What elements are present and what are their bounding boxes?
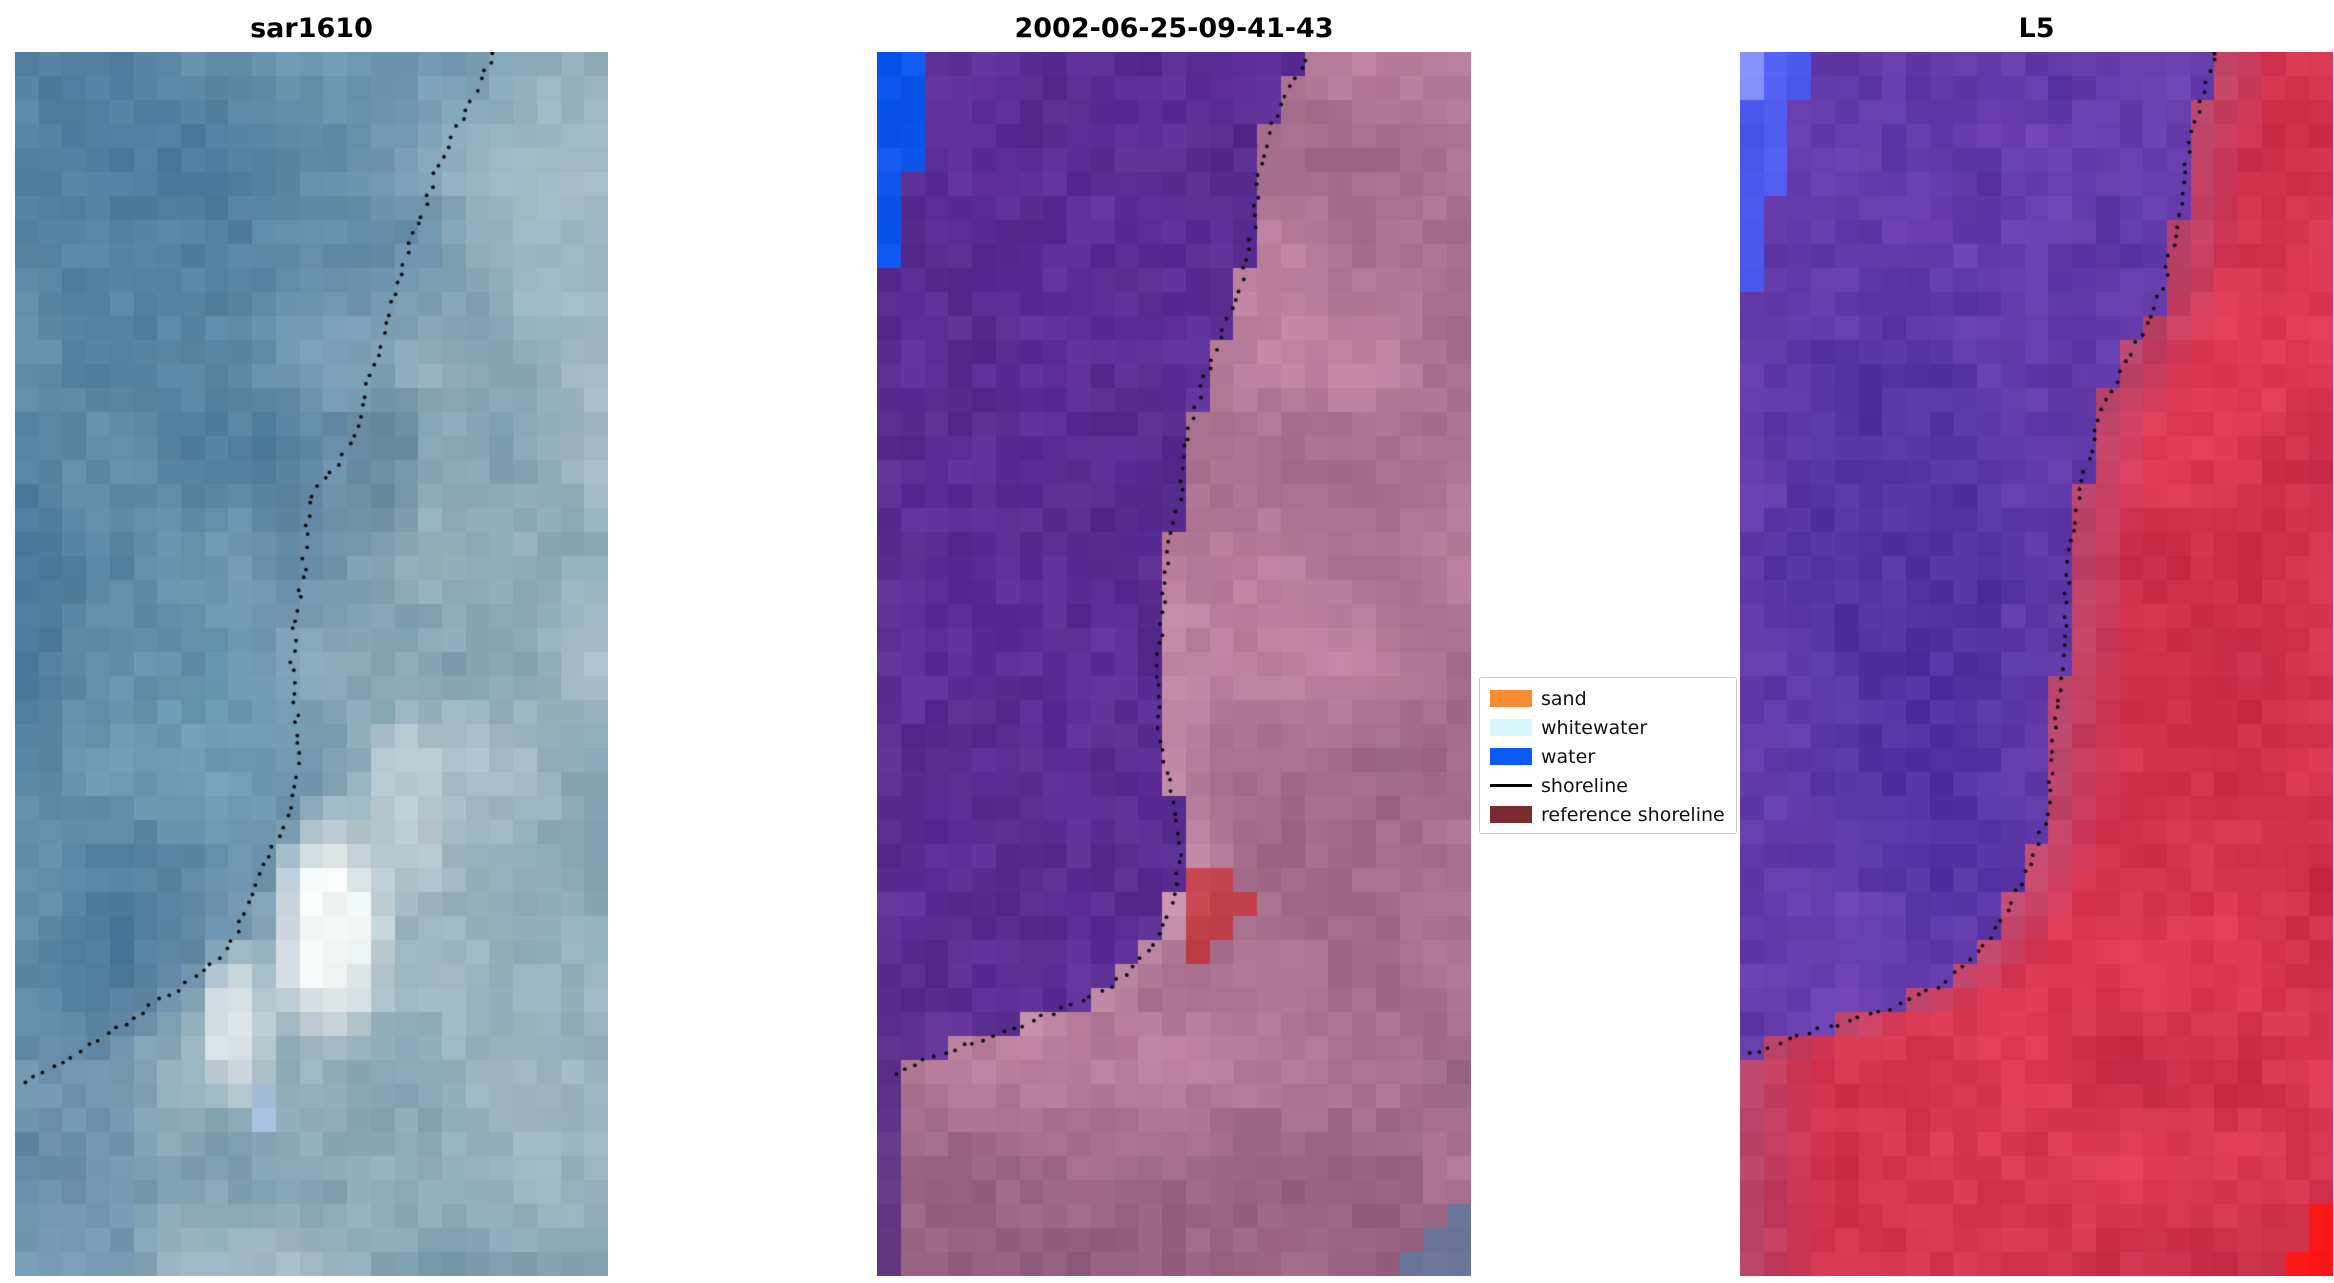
whitewater-swatch: [1490, 719, 1532, 736]
reference-shoreline-swatch: [1490, 806, 1532, 823]
sar1610-image: [15, 52, 608, 1276]
panel-sar1610: sar1610: [15, 6, 608, 1276]
legend-item-water: water: [1490, 742, 1736, 771]
legend-item-sand: sand: [1490, 684, 1736, 713]
panel-title-sar1610: sar1610: [250, 13, 373, 44]
legend-item-shoreline: shoreline: [1490, 771, 1736, 800]
legend-item-whitewater: whitewater: [1490, 713, 1736, 742]
shoreline-line-swatch: [1490, 784, 1532, 787]
sand-swatch: [1490, 690, 1532, 707]
water-swatch: [1490, 748, 1532, 765]
panel-title-l5: L5: [2018, 13, 2055, 44]
legend-item-reference-shoreline: reference shoreline: [1490, 800, 1736, 829]
legend-label-reference-shoreline: reference shoreline: [1541, 803, 1725, 826]
panel-l5: L5: [1740, 6, 2333, 1276]
panel-classified: 2002-06-25-09-41-43: [877, 6, 1471, 1276]
panel-title-classified: 2002-06-25-09-41-43: [1014, 13, 1334, 44]
legend-label-water: water: [1541, 745, 1596, 768]
legend-label-shoreline: shoreline: [1541, 774, 1628, 797]
l5-image: [1740, 52, 2333, 1276]
classified-image: [877, 52, 1471, 1276]
legend-label-whitewater: whitewater: [1541, 716, 1648, 739]
legend-label-sand: sand: [1541, 687, 1587, 710]
legend-box: sand whitewater water shoreline referenc…: [1479, 677, 1737, 834]
